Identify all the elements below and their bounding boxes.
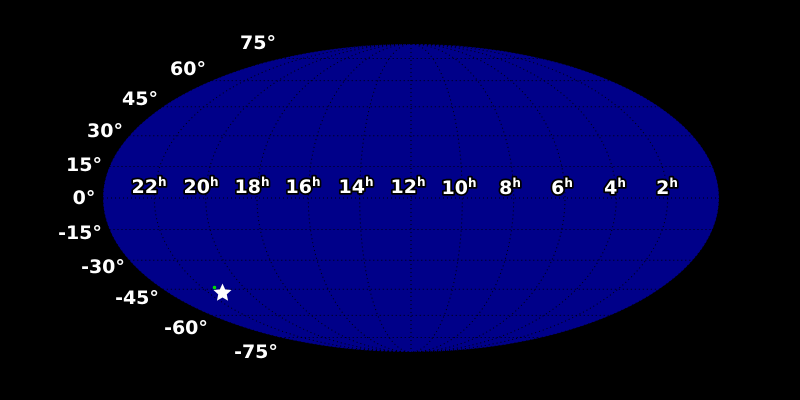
graticule-grid [103,43,719,353]
ra-label-22h: 22h [132,175,167,198]
meridian-14h [359,43,412,353]
dec-label--75deg: -75° [234,341,278,363]
dec-label--60deg: -60° [164,317,208,339]
dec-axis-labels: 75° 60° 45° 30° 15° 0° -15° -30° -45°-60° -75° [56,30,279,365]
ra-label-12h: 12h [391,175,426,198]
sphere-boundary-meridian [102,43,720,353]
dec-label--30deg: -30° [81,256,125,278]
point-marker-icon [212,285,217,290]
dec-label-60deg: 60° [170,58,206,80]
ra-label-10h: 10h [442,176,477,199]
dec-label--45deg: -45° [115,287,159,309]
ra-label-20h: 20h [184,175,219,198]
dec-label-75deg: 75° [240,32,276,54]
ra-label-14h: 14h [339,175,374,198]
ra-label-2h: 2h [656,176,678,199]
meridian-2h [410,43,669,353]
ra-axis-labels: 22h 20h 18h 16h 14h 12h 10h 8h 6h 4h 2h [130,173,680,201]
dec-label-0deg: 0° [73,187,96,209]
dec-label-15deg: 15° [66,154,102,176]
star-marker-icon [213,283,232,301]
ra-label-8h: 8h [499,176,521,199]
sky-markers [212,283,232,301]
ra-label-18h: 18h [235,175,270,198]
ra-label-4h: 4h [604,176,626,199]
dec-label--15deg: -15° [58,222,102,244]
ra-label-6h: 6h [551,176,573,199]
dec-label-30deg: 30° [87,120,123,142]
meridian-10h [410,43,463,353]
ra-label-16h: 16h [286,175,321,198]
meridian-22h [153,43,412,353]
dec-label-45deg: 45° [122,88,158,110]
